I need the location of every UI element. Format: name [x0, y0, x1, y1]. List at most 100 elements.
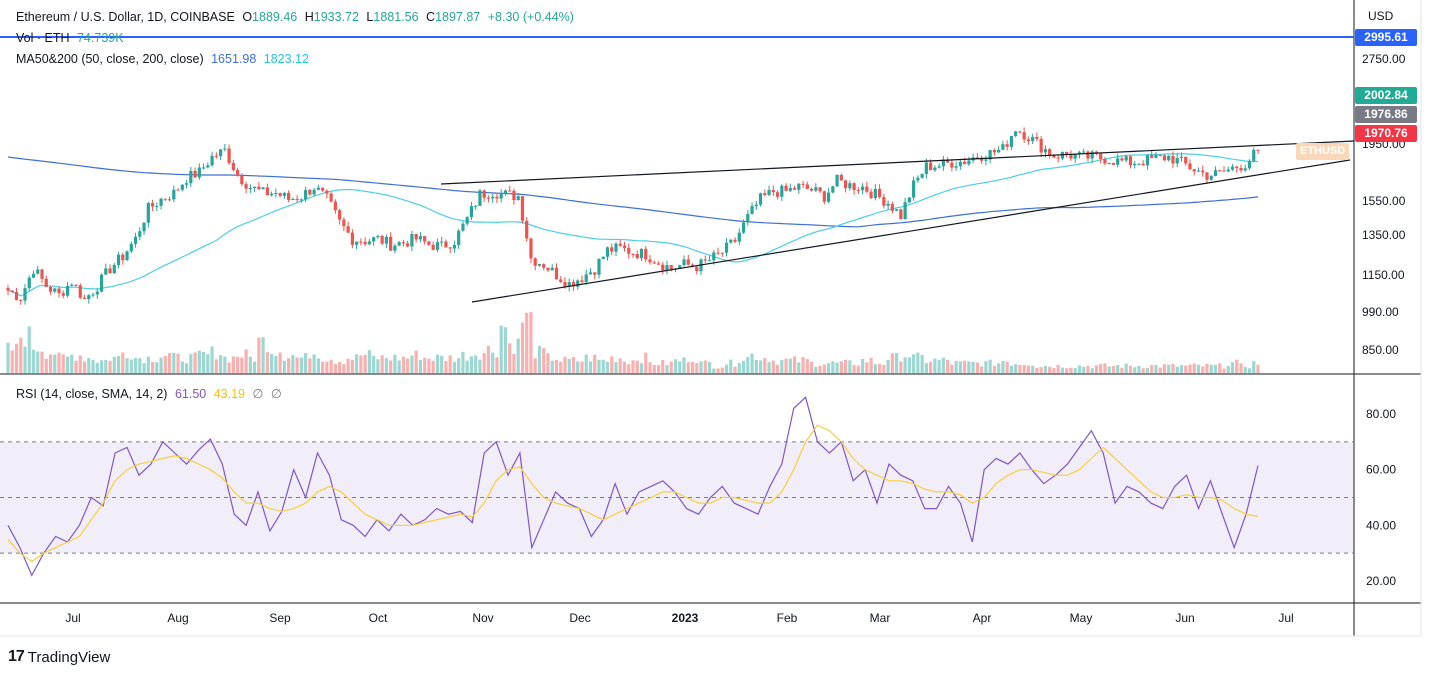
candle-body [440, 241, 444, 243]
volume-bar [924, 363, 928, 374]
candle-body [278, 193, 282, 196]
candle-body [312, 189, 316, 195]
volume-bar [1001, 361, 1005, 374]
candle-body [886, 203, 890, 206]
volume-bar [1022, 365, 1026, 374]
volume-bar [886, 359, 890, 374]
volume-bar [843, 359, 848, 374]
volume-bar [270, 353, 274, 374]
high-value: 1933.72 [313, 10, 359, 24]
volume-bar [550, 360, 554, 374]
volume-bar [274, 355, 278, 374]
volume-bar [248, 356, 252, 374]
candle-body [244, 184, 248, 189]
volume-bar [750, 353, 754, 374]
volume-bar [376, 359, 380, 374]
volume-bar [865, 362, 869, 374]
legend-volume-row[interactable]: Vol · ETH 74.739K [16, 31, 128, 45]
volume-bar [903, 357, 907, 374]
candle-body [231, 162, 235, 171]
candle-body [444, 241, 448, 248]
candle-body [1128, 156, 1133, 166]
candle-body [184, 183, 189, 185]
volume-bar [82, 361, 87, 374]
price-tick-label: 1550.00 [1362, 194, 1406, 208]
candle-body [1133, 163, 1137, 166]
candle-body [967, 160, 971, 165]
volume-bar [393, 354, 397, 374]
rsi-value: 61.50 [174, 387, 207, 401]
volume-bar [48, 354, 53, 374]
candle-body [997, 149, 1001, 153]
volume-bar [537, 345, 542, 374]
candle-body [946, 159, 950, 163]
candle-body [1009, 136, 1014, 147]
volume-bar [1150, 365, 1154, 374]
volume-bar [1213, 364, 1218, 374]
candle-body [57, 288, 61, 294]
volume-bar [380, 355, 384, 374]
volume-bar [656, 365, 661, 374]
candle-body [797, 183, 801, 190]
candle-body [860, 186, 865, 191]
candle-body [733, 239, 737, 242]
volume-bar [406, 358, 410, 374]
candle-body [27, 277, 31, 289]
volume-bar [142, 363, 146, 374]
candle-body [826, 192, 831, 202]
candle-body [988, 150, 992, 160]
candle-body [1226, 169, 1230, 172]
currency-label[interactable]: USD [1368, 9, 1394, 23]
candle-body [1073, 154, 1077, 159]
volume-bar [74, 360, 78, 374]
volume-bar [87, 357, 91, 374]
candle-body [1111, 162, 1116, 165]
volume-bar [1128, 365, 1133, 374]
volume-bar [963, 360, 967, 374]
candle-body [784, 185, 788, 191]
candle-body [414, 234, 418, 240]
candle-body [461, 223, 465, 231]
volume-bar [486, 346, 491, 374]
volume-bar [877, 364, 882, 374]
volume-bar [1043, 365, 1048, 374]
candle-body [737, 232, 741, 242]
candle-body [291, 198, 295, 200]
candle-body [138, 231, 142, 237]
volume-bar [235, 356, 240, 374]
candle-body [342, 219, 346, 227]
volume-bar [435, 354, 440, 374]
candle-body [87, 295, 91, 300]
brand[interactable]: 17 TradingView [8, 648, 110, 666]
candle-body [104, 268, 108, 275]
candle-body [78, 285, 82, 298]
candle-body [418, 236, 423, 240]
candle-body [14, 291, 19, 300]
legend-rsi-row[interactable]: RSI (14, close, SMA, 14, 2) 61.50 43.19 … [16, 386, 286, 401]
candle-body [252, 186, 257, 188]
rsi-pane [0, 441, 1354, 554]
candle-body [941, 159, 945, 167]
symbol-title[interactable]: Ethereum / U.S. Dollar, 1D, COINBASE [16, 10, 235, 24]
candle-body [40, 269, 44, 279]
rsi-extra2: ∅ [270, 387, 282, 401]
volume-bar [712, 368, 716, 374]
volume-bar [916, 352, 920, 374]
volume-bar [1252, 361, 1256, 374]
candle-body [350, 232, 354, 245]
candle-body [720, 252, 724, 254]
volume-bar [584, 354, 588, 374]
candle-body [669, 265, 673, 270]
candle-body [70, 284, 74, 286]
legend-symbol-row: Ethereum / U.S. Dollar, 1D, COINBASE O18… [16, 10, 578, 24]
candle-body [197, 167, 201, 178]
candle-body [571, 282, 576, 287]
candle-body [1031, 136, 1035, 142]
candle-body [703, 259, 707, 261]
legend-ma-row[interactable]: MA50&200 (50, close, 200, close) 1651.98… [16, 52, 313, 66]
volume-bar [818, 365, 822, 374]
volume-bar [809, 361, 814, 374]
volume-bar [163, 355, 167, 374]
